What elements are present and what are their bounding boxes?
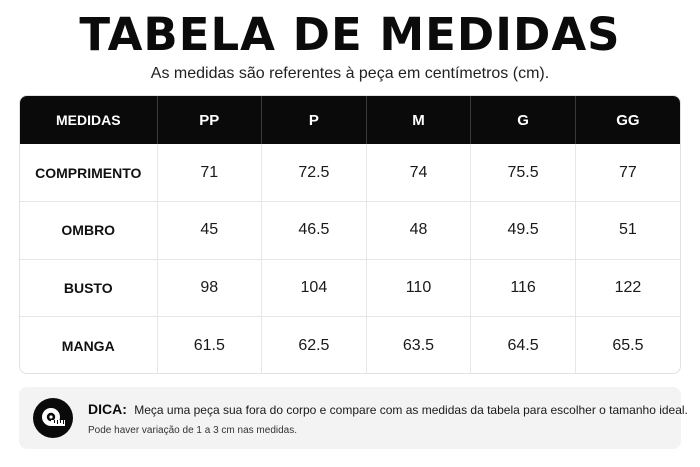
table-header-row: MEDIDAS PP P M G GG (20, 96, 680, 144)
table-cell: 72.5 (261, 144, 367, 202)
tip-text: Meça uma peça sua fora do corpo e compar… (134, 403, 688, 417)
measuring-tape-icon (33, 398, 73, 438)
header-size-g: G (470, 96, 576, 144)
table-cell: 49.5 (470, 201, 576, 260)
table-cell: 77 (575, 144, 680, 202)
table-row: BUSTO 98 104 110 116 122 (20, 259, 680, 317)
page-title: TABELA DE MEDIDAS (79, 8, 621, 61)
row-label: MANGA (20, 316, 158, 373)
table-cell: 74 (366, 144, 472, 202)
table-row: OMBRO 45 46.5 48 49.5 51 (20, 201, 680, 260)
header-size-p: P (261, 96, 367, 144)
table-cell: 104 (261, 259, 367, 317)
table-cell: 65.5 (612, 336, 644, 354)
table-cell: 122 (575, 259, 680, 317)
table-cell: 61.5 (157, 316, 263, 373)
table-cell: 46.5 (261, 201, 367, 260)
table-row: COMPRIMENTO 71 72.5 74 75.5 77 (20, 144, 680, 202)
header-measures: MEDIDAS (20, 96, 158, 144)
header-size-gg: GG (616, 111, 640, 129)
table-cell: 116 (470, 259, 576, 317)
table-cell: 48 (366, 201, 472, 260)
table-cell: 45 (157, 201, 263, 260)
table-cell: 64.5 (470, 316, 576, 373)
table-cell: 62.5 (261, 316, 367, 373)
row-label: OMBRO (20, 201, 158, 260)
row-label: BUSTO (20, 259, 158, 317)
tip-label: DICA: (88, 401, 127, 417)
tip-text-line: DICA: Meça uma peça sua fora do corpo e … (88, 401, 688, 417)
table-cell: 75.5 (470, 144, 576, 202)
table-cell: 98 (157, 259, 263, 317)
tip-box: DICA: Meça uma peça sua fora do corpo e … (19, 387, 688, 449)
row-label: COMPRIMENTO (20, 144, 158, 202)
header-size-pp: PP (157, 96, 263, 144)
page-subtitle: As medidas são referentes à peça em cent… (150, 65, 550, 82)
size-table: MEDIDAS PP P M G GG COMPRIMENTO 71 72.5 … (19, 95, 681, 374)
table-cell: 71 (157, 144, 263, 202)
table-cell: 51 (575, 201, 680, 260)
table-row: MANGA 61.5 62.5 63.5 64.5 65.5 (20, 316, 680, 373)
table-cell: 63.5 (366, 316, 472, 373)
header-size-m: M (366, 96, 472, 144)
tip-note: Pode haver variação de 1 a 3 cm nas medi… (88, 425, 298, 436)
table-cell: 110 (366, 259, 472, 317)
